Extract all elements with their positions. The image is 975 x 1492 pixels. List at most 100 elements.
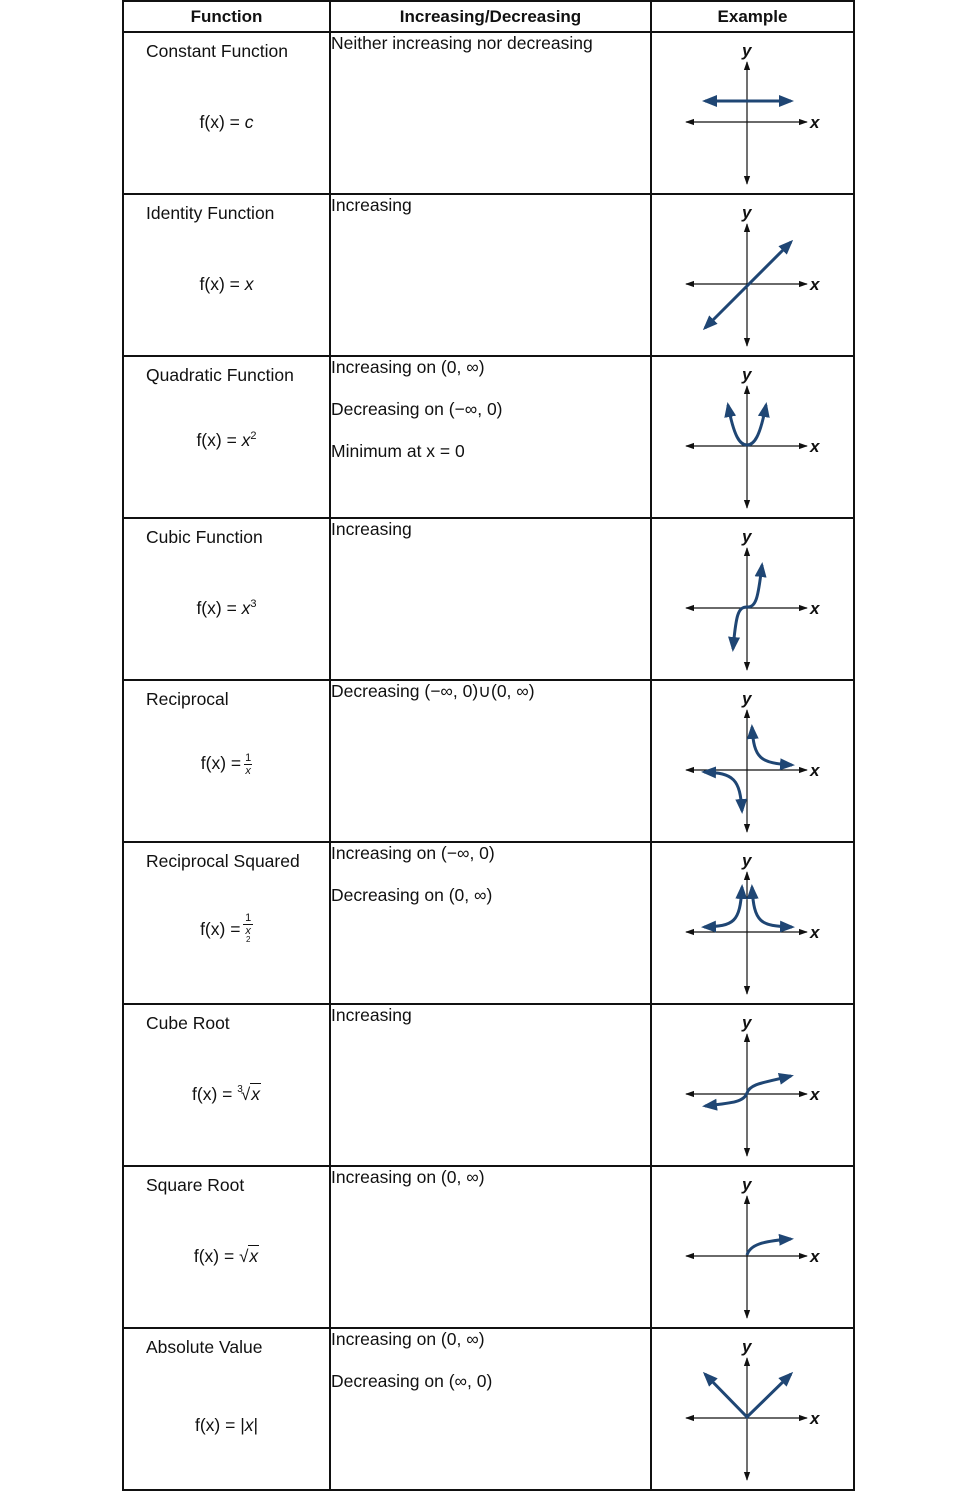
reciprocal-curve-left	[701, 766, 748, 814]
header-example: Example	[650, 0, 855, 33]
identity-curve	[702, 239, 794, 331]
function-formula: f(x) = 3√x	[192, 1083, 261, 1104]
function-formula: f(x) = |x|	[194, 1415, 259, 1435]
function-cell: Quadratic Function f(x) = x2	[122, 355, 331, 519]
x-axis-label: x	[809, 761, 821, 780]
function-name: Cubic Function	[146, 527, 263, 547]
y-axis-label: y	[741, 527, 753, 546]
behavior-cell: Increasing on (0, ∞)	[329, 1165, 652, 1329]
x-axis-label: x	[809, 1409, 821, 1428]
square-root-curve	[745, 1233, 794, 1256]
behavior-line: Increasing on (0, ∞)	[331, 1167, 485, 1187]
y-axis-label: y	[741, 1013, 753, 1032]
function-name: Reciprocal Squared	[146, 851, 300, 871]
y-axis-label: y	[741, 1337, 753, 1356]
behavior-line: Neither increasing nor decreasing	[331, 33, 593, 53]
function-cell: Square Root f(x) = √x	[122, 1165, 331, 1329]
reciprocal-function-graph: xy	[685, 689, 821, 833]
function-name: Constant Function	[146, 41, 289, 61]
function-name: Identity Function	[146, 203, 275, 223]
behavior-cell: Increasing	[329, 1003, 652, 1167]
square-root-function-graph: xy	[685, 1175, 821, 1319]
parent-functions-table: Function Increasing/Decreasing Example C…	[122, 0, 855, 1491]
y-axis-label: y	[741, 689, 753, 708]
x-axis-label: x	[809, 599, 821, 618]
function-cell: Identity Function f(x) = x	[122, 193, 331, 357]
function-formula: f(x) = √x	[193, 1245, 260, 1266]
table-row: Constant Function f(x) = c Neither incre…	[122, 31, 855, 195]
function-cell: Cubic Function f(x) = x3	[122, 517, 331, 681]
quadratic-function-graph: xy	[685, 365, 821, 509]
y-axis-label: y	[741, 365, 753, 384]
function-formula: f(x) = x2	[196, 430, 257, 450]
table-row: Reciprocal f(x) = 1 x Decreasing (−∞, 0)∪(…	[122, 679, 855, 843]
x-axis-label: x	[809, 275, 821, 294]
x-axis-label: x	[809, 437, 821, 456]
function-cell: Absolute Value f(x) = |x|	[122, 1327, 331, 1491]
behavior-cell: Neither increasing nor decreasing	[329, 31, 652, 195]
identity-function-graph: xy	[685, 203, 821, 347]
behavior-line: Decreasing on (−∞, 0)	[331, 399, 503, 419]
header-function: Function	[122, 0, 331, 33]
function-cell: Reciprocal f(x) = 1 x	[122, 679, 331, 843]
function-formula: f(x) = 1 x 2	[124, 912, 329, 949]
behavior-cell: Increasing	[329, 517, 652, 681]
function-name: Absolute Value	[146, 1337, 263, 1357]
behavior-line: Increasing on (−∞, 0)	[331, 843, 495, 863]
reciprocal-squared-curve-left	[701, 884, 748, 933]
behavior-line: Increasing on (0, ∞)	[331, 1329, 485, 1349]
x-axis-label: x	[809, 113, 821, 132]
square-root-symbol: √x	[239, 1245, 260, 1266]
y-axis-label: y	[741, 203, 753, 222]
reciprocal-squared-curve-right	[746, 884, 795, 933]
behavior-cell: Increasing on (0, ∞) Decreasing on (−∞, …	[329, 355, 652, 519]
behavior-line: Decreasing on (∞, 0)	[331, 1371, 493, 1391]
reciprocal-curve-right	[746, 724, 795, 771]
behavior-cell: Increasing on (0, ∞) Decreasing on (∞, 0…	[329, 1327, 652, 1491]
table-row: Square Root f(x) = √x Increasing on (0, …	[122, 1165, 855, 1329]
header-behavior: Increasing/Decreasing	[329, 0, 652, 33]
x-axis-label: x	[809, 1247, 821, 1266]
absolute-value-function-graph: xy	[685, 1337, 821, 1481]
behavior-line: Increasing	[331, 519, 412, 539]
function-formula: f(x) = 1 x	[200, 752, 253, 777]
table-row: Reciprocal Squared f(x) = 1 x 2 Increasing …	[122, 841, 855, 1005]
absolute-value-curve	[702, 1371, 794, 1420]
x-axis-label: x	[809, 923, 821, 942]
y-axis-label: y	[741, 1175, 753, 1194]
cubic-curve	[728, 562, 767, 652]
behavior-line: Increasing	[331, 1005, 412, 1025]
function-name: Square Root	[146, 1175, 245, 1195]
y-axis-label: y	[741, 41, 753, 60]
function-formula: f(x) = c	[199, 112, 254, 132]
behavior-line: Decreasing (−∞, 0)∪(0, ∞)	[331, 681, 535, 701]
quadratic-curve	[724, 402, 770, 447]
behavior-line: Minimum at x = 0	[331, 441, 465, 461]
reciprocal-squared-function-graph: xy	[685, 851, 821, 995]
behavior-cell: Increasing	[329, 193, 652, 357]
behavior-cell: Increasing on (−∞, 0) Decreasing on (0, …	[329, 841, 652, 1005]
function-name: Cube Root	[146, 1013, 230, 1033]
function-formula: f(x) = x	[199, 274, 254, 294]
y-axis-label: y	[741, 851, 753, 870]
function-name: Quadratic Function	[146, 365, 294, 385]
table-row: Quadratic Function f(x) = x2 Increasing …	[122, 355, 855, 519]
cube-root-curve	[702, 1072, 794, 1111]
x-axis-label: x	[809, 1085, 821, 1104]
function-formula: f(x) = x3	[196, 598, 257, 618]
table-row: Absolute Value f(x) = |x| Increasing on …	[122, 1327, 855, 1491]
header-row: Function Increasing/Decreasing Example	[122, 0, 855, 33]
behavior-cell: Decreasing (−∞, 0)∪(0, ∞)	[329, 679, 652, 843]
